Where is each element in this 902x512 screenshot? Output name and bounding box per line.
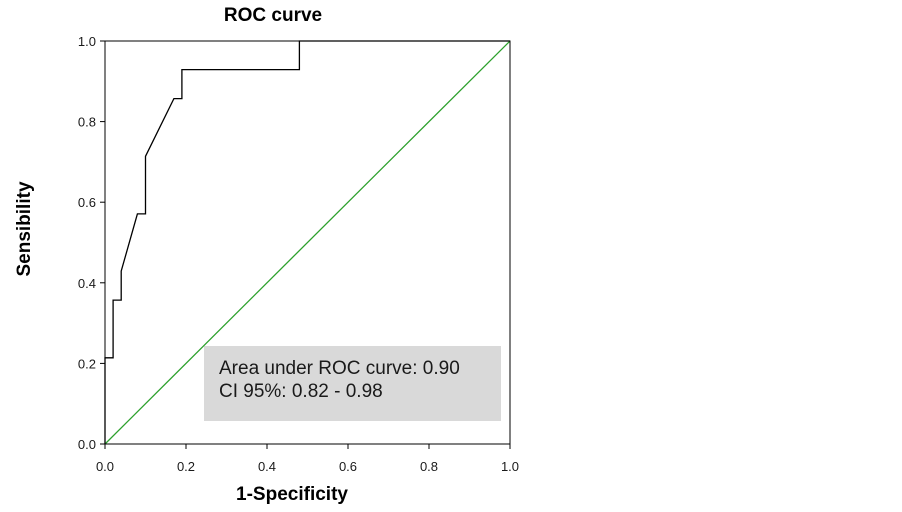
- y-tick-label: 0.8: [78, 115, 96, 130]
- y-axis: 0.0 0.2 0.4 0.6 0.8 1.0: [78, 34, 105, 452]
- annotation-ci: CI 95%: 0.82 - 0.98: [219, 381, 383, 402]
- x-tick-label: 0.2: [177, 459, 195, 474]
- plot-frame: [104, 40, 511, 445]
- annotation-auc: Area under ROC curve: 0.90: [219, 358, 460, 379]
- x-axis: 0.0 0.2 0.4 0.6 0.8 1.0: [96, 444, 519, 474]
- y-axis-title: Sensibility: [14, 181, 35, 276]
- reference-diagonal-line: [104, 40, 511, 445]
- y-tick-label: 1.0: [78, 34, 96, 49]
- x-tick-label: 0.6: [339, 459, 357, 474]
- y-tick-label: 0.2: [78, 356, 96, 371]
- annotation-box: [204, 346, 501, 421]
- series-layer: [104, 40, 511, 445]
- chart-title: ROC curve: [224, 5, 322, 26]
- x-tick-label: 1.0: [501, 459, 519, 474]
- x-tick-label: 0.8: [420, 459, 438, 474]
- y-tick-label: 0.6: [78, 195, 96, 210]
- x-axis-title: 1-Specificity: [236, 484, 348, 505]
- roc-curve-line: [104, 40, 510, 444]
- y-tick-label: 0.4: [78, 276, 96, 291]
- y-tick-label: 0.0: [78, 437, 96, 452]
- x-tick-label: 0.4: [258, 459, 276, 474]
- x-tick-label: 0.0: [96, 459, 114, 474]
